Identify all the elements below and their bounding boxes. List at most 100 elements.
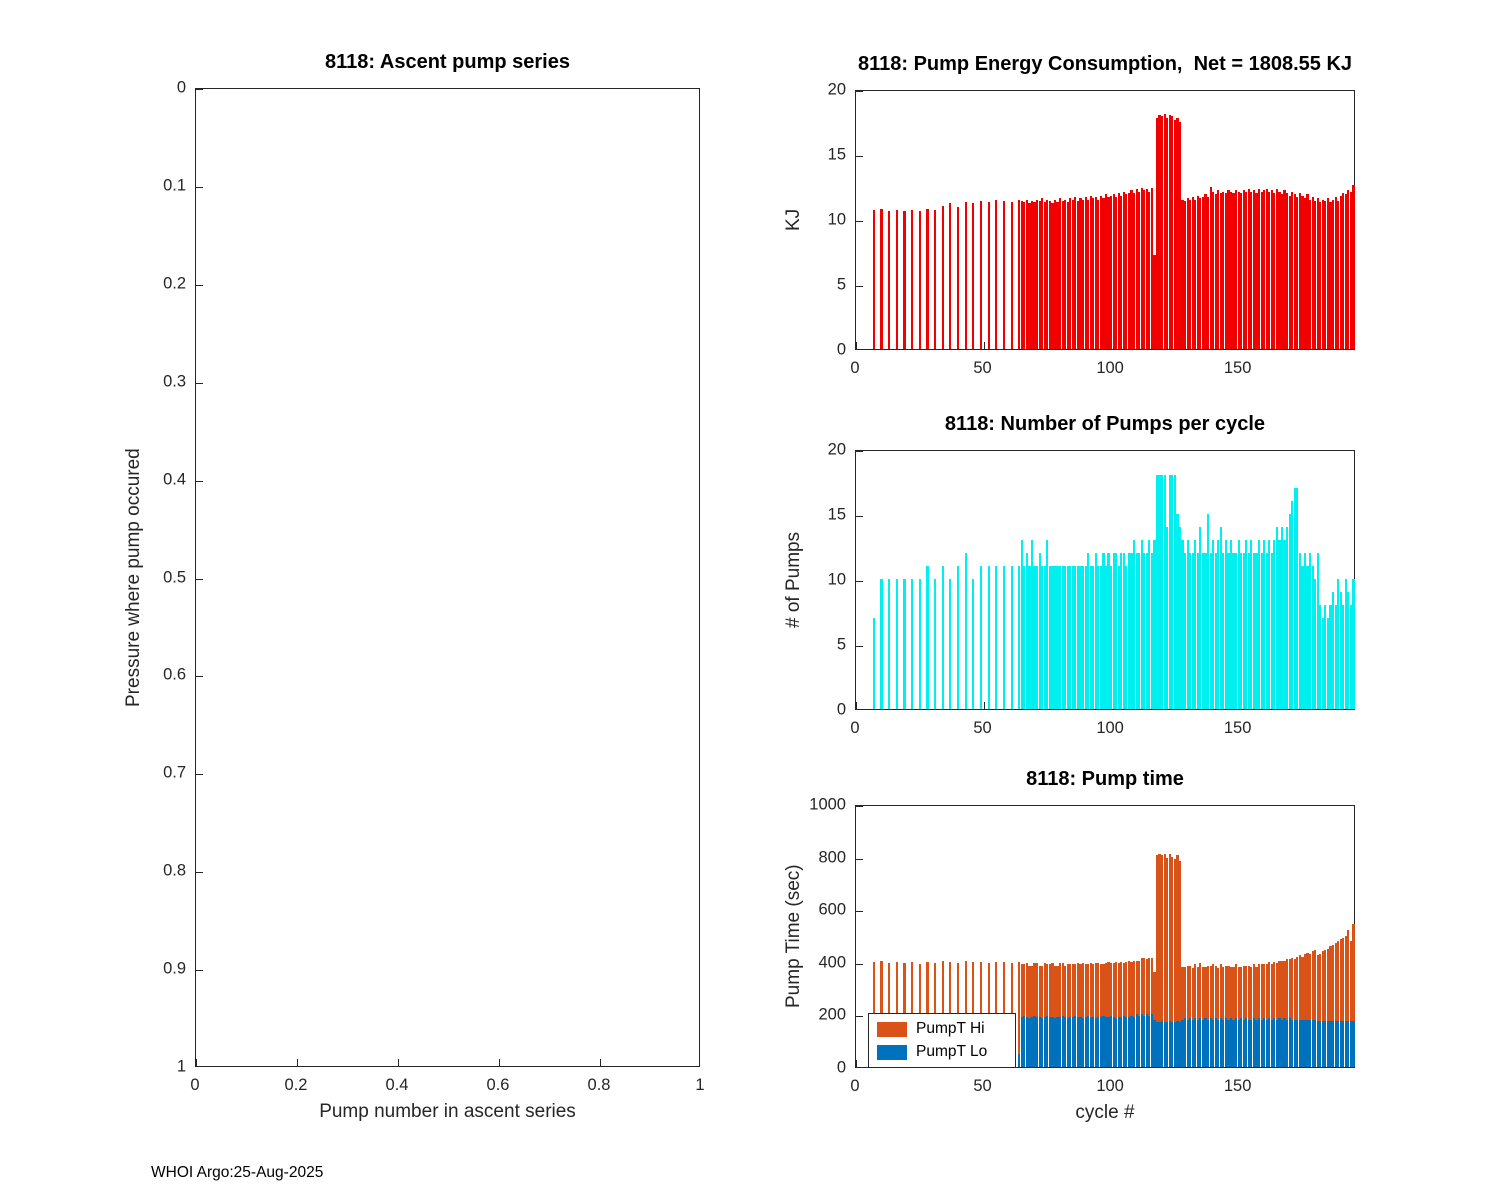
bar bbox=[1199, 527, 1202, 709]
bar bbox=[1301, 1019, 1304, 1067]
bar bbox=[1344, 935, 1347, 1021]
bar bbox=[1324, 200, 1327, 349]
y-tick-label: 0.5 bbox=[163, 568, 186, 586]
x-tick-label: 150 bbox=[1223, 1077, 1252, 1095]
chart-title: 8118: Pump time bbox=[1026, 768, 1184, 790]
bar bbox=[1150, 1014, 1153, 1067]
bar bbox=[1107, 1017, 1110, 1067]
x-tick-mark bbox=[983, 702, 985, 709]
bar bbox=[1140, 540, 1143, 709]
bar bbox=[1115, 961, 1118, 1019]
bar bbox=[918, 964, 921, 1054]
x-tick-mark bbox=[983, 342, 985, 349]
bar bbox=[987, 566, 990, 709]
bar bbox=[1125, 961, 1128, 1018]
bar bbox=[1030, 965, 1034, 1018]
y-tick-label: 5 bbox=[836, 635, 846, 654]
y-tick-label: 15 bbox=[827, 145, 846, 164]
bar bbox=[1186, 198, 1189, 349]
bar bbox=[1046, 1015, 1049, 1067]
y-tick-label: 0.2 bbox=[163, 274, 186, 293]
bar bbox=[1064, 199, 1067, 349]
bar bbox=[1288, 959, 1291, 1019]
bar bbox=[1334, 1020, 1337, 1067]
bar bbox=[1337, 579, 1340, 709]
bar bbox=[1120, 553, 1123, 709]
bar bbox=[1339, 195, 1342, 349]
bar bbox=[1069, 964, 1072, 1018]
x-tick-mark bbox=[699, 1059, 700, 1066]
bar bbox=[1143, 1015, 1146, 1067]
bar bbox=[1020, 964, 1023, 1018]
bar bbox=[1066, 964, 1069, 1019]
bar bbox=[1056, 566, 1059, 709]
bar bbox=[1038, 1017, 1041, 1067]
bar bbox=[1043, 963, 1046, 1018]
bar bbox=[1296, 1019, 1299, 1067]
bar bbox=[1314, 579, 1317, 709]
bar bbox=[1138, 191, 1141, 349]
bar bbox=[1051, 203, 1054, 349]
bar bbox=[1140, 1014, 1143, 1067]
bar bbox=[1168, 115, 1171, 349]
bar bbox=[872, 618, 875, 709]
bar bbox=[1186, 1019, 1189, 1067]
y-tick-label: 10 bbox=[827, 570, 846, 589]
bar bbox=[1306, 952, 1309, 1020]
bar bbox=[1199, 1018, 1202, 1067]
bar bbox=[1209, 186, 1212, 349]
bar bbox=[1176, 1020, 1179, 1067]
x-tick-mark bbox=[856, 342, 857, 349]
bar bbox=[1293, 488, 1296, 709]
bar bbox=[1311, 196, 1314, 349]
bar bbox=[1191, 968, 1194, 1020]
bar bbox=[1270, 553, 1273, 709]
bar bbox=[1033, 202, 1036, 349]
legend-item-pumpt-hi: PumpT Hi bbox=[877, 1020, 987, 1038]
bar bbox=[1181, 967, 1184, 1020]
bar bbox=[1061, 963, 1064, 1016]
y-tick-mark bbox=[856, 221, 863, 222]
x-tick-label: 150 bbox=[1223, 359, 1252, 377]
bar bbox=[1079, 198, 1082, 349]
plot-area bbox=[195, 88, 700, 1067]
y-tick-mark bbox=[856, 858, 863, 860]
x-tick-label: 0 bbox=[850, 1077, 860, 1095]
bar bbox=[1097, 199, 1100, 349]
x-tick-label: 150 bbox=[1223, 719, 1252, 737]
bar bbox=[1074, 196, 1077, 349]
bar bbox=[1061, 566, 1064, 709]
bar bbox=[1153, 972, 1156, 1020]
bar bbox=[1173, 859, 1176, 1023]
bar bbox=[1143, 957, 1146, 1016]
bar bbox=[1321, 951, 1324, 1021]
bar bbox=[1229, 1018, 1233, 1067]
bar bbox=[1352, 1020, 1355, 1067]
bar bbox=[1224, 193, 1227, 349]
bar bbox=[1194, 964, 1197, 1019]
bar bbox=[1036, 1017, 1039, 1067]
y-tick-mark bbox=[196, 872, 203, 874]
bar bbox=[1064, 566, 1067, 709]
bar bbox=[888, 579, 891, 709]
bar bbox=[872, 209, 875, 349]
x-tick-label: 0 bbox=[850, 359, 860, 377]
bar bbox=[1227, 190, 1230, 349]
bar bbox=[1329, 202, 1332, 349]
bar bbox=[979, 566, 983, 709]
bar bbox=[1020, 1017, 1023, 1067]
y-tick-mark bbox=[196, 676, 203, 678]
bar bbox=[1250, 1019, 1253, 1067]
bar bbox=[1071, 566, 1074, 709]
x-tick-mark bbox=[600, 1059, 601, 1066]
legend-label-pumpt-hi: PumpT Hi bbox=[916, 1020, 985, 1037]
bar bbox=[1235, 1018, 1238, 1067]
bar bbox=[1219, 527, 1222, 709]
bar bbox=[1183, 967, 1187, 1019]
y-tick-label: 20 bbox=[827, 80, 846, 99]
y-tick-mark bbox=[196, 284, 203, 286]
bar bbox=[1235, 190, 1238, 349]
bar bbox=[1148, 1015, 1151, 1067]
bar bbox=[1247, 965, 1250, 1020]
bar bbox=[1232, 1019, 1235, 1067]
